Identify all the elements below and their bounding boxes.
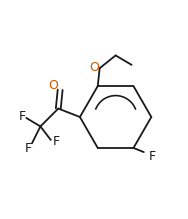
Text: F: F	[149, 150, 156, 163]
Text: F: F	[25, 142, 32, 155]
Text: F: F	[19, 110, 26, 123]
Text: F: F	[52, 135, 60, 148]
Text: O: O	[48, 79, 58, 92]
Text: O: O	[89, 61, 99, 74]
